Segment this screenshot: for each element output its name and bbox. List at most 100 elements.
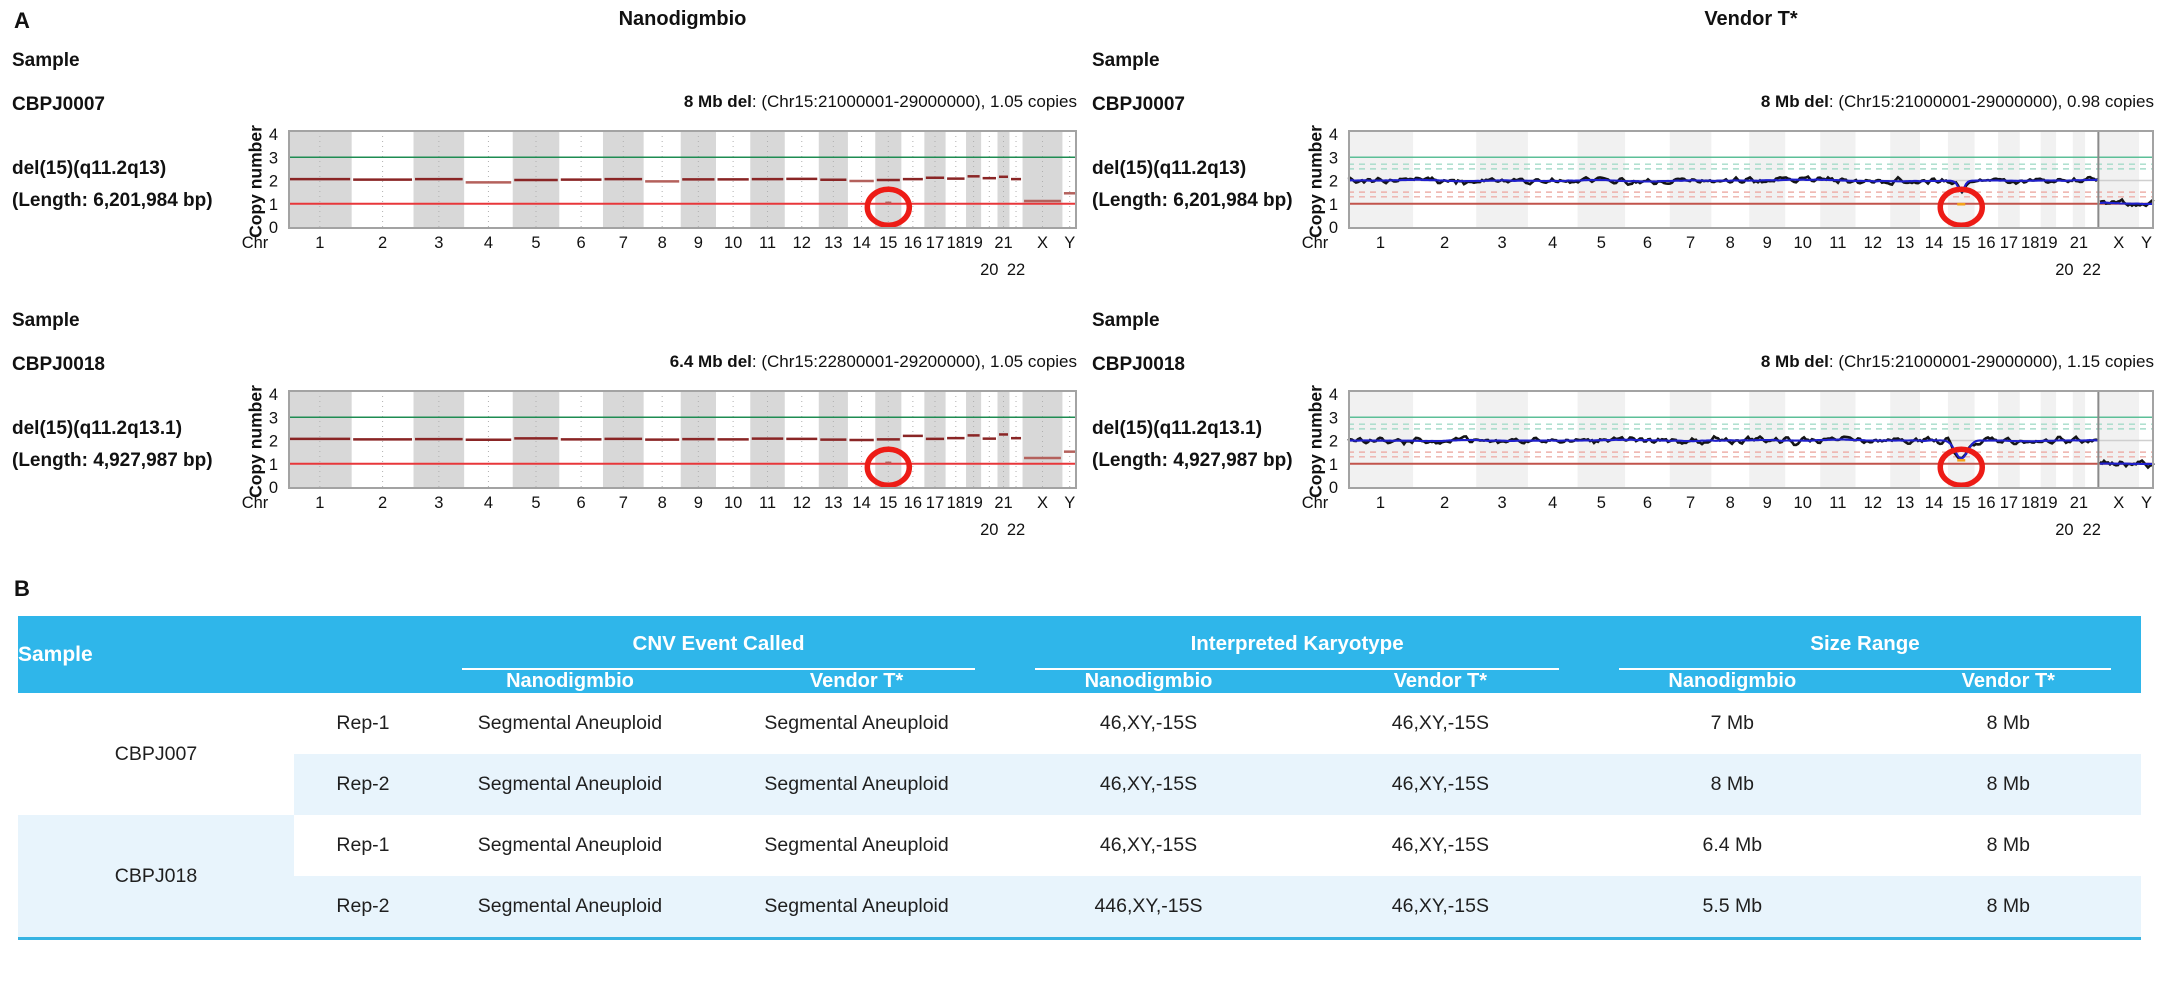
group-header-size-range: Size Range (1588, 616, 2141, 670)
svg-text:3: 3 (269, 149, 278, 167)
svg-text:7: 7 (1686, 234, 1695, 252)
svg-text:9: 9 (694, 494, 703, 512)
cell-size-nanodigmbio: 7 Mb (1588, 693, 1876, 754)
cell-size-nanodigmbio: 6.4 Mb (1588, 815, 1876, 876)
svg-text:8: 8 (1726, 494, 1735, 512)
cell-size-vendor: 8 Mb (1875, 815, 2141, 876)
svg-text:18: 18 (2021, 494, 2039, 512)
svg-text:10: 10 (1794, 234, 1812, 252)
svg-text:2: 2 (1329, 173, 1338, 191)
deletion-detail-text: : (Chr15:22800001-29200000), 1.05 copies (751, 352, 1077, 371)
cell-cnv-nanodigmbio: Segmental Aneuploid (431, 693, 708, 754)
svg-text:5: 5 (531, 234, 540, 252)
cell-cnv-nanodigmbio: Segmental Aneuploid (431, 754, 708, 815)
svg-text:9: 9 (1763, 494, 1772, 512)
svg-text:20: 20 (2055, 261, 2073, 279)
svg-text:20: 20 (980, 261, 998, 279)
panel-a-label: A (14, 8, 30, 33)
deletion-detail-text: : (Chr15:21000001-29000000), 1.15 copies (1828, 352, 2154, 371)
svg-text:13: 13 (1896, 494, 1914, 512)
deletion-highlight-circle (1937, 186, 1985, 228)
svg-text:Chr: Chr (1302, 234, 1329, 252)
svg-text:11: 11 (1829, 494, 1846, 512)
svg-text:3: 3 (434, 494, 443, 512)
table-row: Rep-2 Segmental Aneuploid Segmental Aneupl… (18, 876, 2141, 939)
svg-text:18: 18 (947, 234, 965, 252)
cell-cnv-vendor: Segmental Aneuploid (707, 815, 1006, 876)
svg-text:2: 2 (1440, 494, 1449, 512)
svg-text:4: 4 (1329, 126, 1338, 144)
svg-text:0: 0 (1329, 219, 1338, 237)
svg-text:X: X (2113, 494, 2124, 512)
group-header-cnv-event-label: CNV Event Called (461, 616, 976, 670)
group-header-cnv-event: CNV Event Called (431, 616, 1006, 670)
svg-text:1: 1 (315, 234, 324, 252)
svg-text:Chr: Chr (1302, 494, 1329, 512)
deletion-size-text: 8 Mb del (683, 92, 752, 111)
panel-cbpj0007-vendor-t: Vendor T* Sample CBPJ0007 del(15)(q11.2q… (1080, 0, 2159, 279)
svg-text:Chr: Chr (242, 234, 269, 252)
cell-karyotype-nanodigmbio: 446,XY,-15S (1005, 876, 1292, 939)
plot-border (1348, 130, 2154, 229)
svg-text:16: 16 (1977, 494, 1995, 512)
svg-text:15: 15 (1952, 234, 1970, 252)
svg-text:19: 19 (964, 494, 982, 512)
svg-text:4: 4 (1548, 494, 1557, 512)
svg-text:14: 14 (1925, 494, 1943, 512)
svg-text:3: 3 (1498, 234, 1507, 252)
svg-text:8: 8 (658, 234, 667, 252)
y-axis-ticks: 0 1 2 3 4 (269, 126, 278, 237)
cell-karyotype-nanodigmbio: 46,XY,-15S (1005, 754, 1292, 815)
y-axis-ticks: 0 1 2 3 4 (1329, 386, 1338, 497)
svg-text:4: 4 (269, 126, 278, 144)
deletion-size-text: 6.4 Mb del (669, 352, 752, 371)
cn-segments (289, 433, 1076, 460)
deletion-detail-text: : (Chr15:21000001-29000000), 0.98 copies (1828, 92, 2154, 111)
svg-text:8: 8 (658, 494, 667, 512)
svg-text:Chr: Chr (242, 494, 269, 512)
svg-text:12: 12 (793, 234, 811, 252)
raw-cn-trace (1347, 174, 2099, 195)
svg-text:14: 14 (1925, 234, 1943, 252)
cell-karyotype-vendor: 46,XY,-15S (1291, 815, 1589, 876)
group-header-karyotype-label: Interpreted Karyotype (1035, 616, 1559, 670)
svg-text:1: 1 (269, 196, 278, 214)
svg-text:4: 4 (484, 494, 493, 512)
sample-word-label: Sample (1092, 310, 1160, 331)
sub-header-cnv-nanodigmbio: Nanodigmbio (431, 670, 708, 693)
group-header-karyotype: Interpreted Karyotype (1005, 616, 1589, 670)
sample-id-label: CBPJ0007 (1092, 94, 1185, 115)
group-header-size-range-label: Size Range (1618, 616, 2111, 670)
svg-text:1: 1 (1376, 494, 1385, 512)
smoothed-cn-trace-xy (2100, 201, 2155, 206)
smoothed-cn-trace (1348, 438, 2099, 460)
guide-lines (288, 156, 1077, 205)
svg-text:20: 20 (2055, 521, 2073, 539)
sample-id-label: CBPJ0018 (1092, 354, 1185, 375)
cell-sample: CBPJ007 (18, 693, 294, 815)
deletion-size-text: 8 Mb del (1760, 92, 1829, 111)
deletion-annotation: 8 Mb del: (Chr15:21000001-29000000), 0.9… (1348, 92, 2154, 112)
cell-size-nanodigmbio: 8 Mb (1588, 754, 1876, 815)
svg-text:22: 22 (1007, 261, 1025, 279)
smoothed-cn-trace-xy (2099, 462, 2155, 466)
svg-text:4: 4 (484, 234, 493, 252)
sample-id-label: CBPJ0007 (12, 94, 105, 115)
svg-text:3: 3 (1329, 149, 1338, 167)
svg-text:19: 19 (2039, 234, 2057, 252)
deletion-highlight-circle (864, 186, 913, 228)
svg-text:11: 11 (1829, 234, 1846, 252)
svg-text:2: 2 (1440, 234, 1449, 252)
svg-text:Y: Y (2141, 494, 2152, 512)
cn-segments (289, 175, 1076, 203)
cell-karyotype-vendor: 46,XY,-15S (1291, 876, 1589, 939)
table-row: CBPJ018 Rep-1 Segmental Aneuploid Segmental… (18, 815, 2141, 939)
svg-text:11: 11 (759, 494, 776, 512)
svg-text:7: 7 (1686, 494, 1695, 512)
table-row: Rep-2 Segmental Aneuploid Segmental Aneupl… (18, 754, 2141, 815)
